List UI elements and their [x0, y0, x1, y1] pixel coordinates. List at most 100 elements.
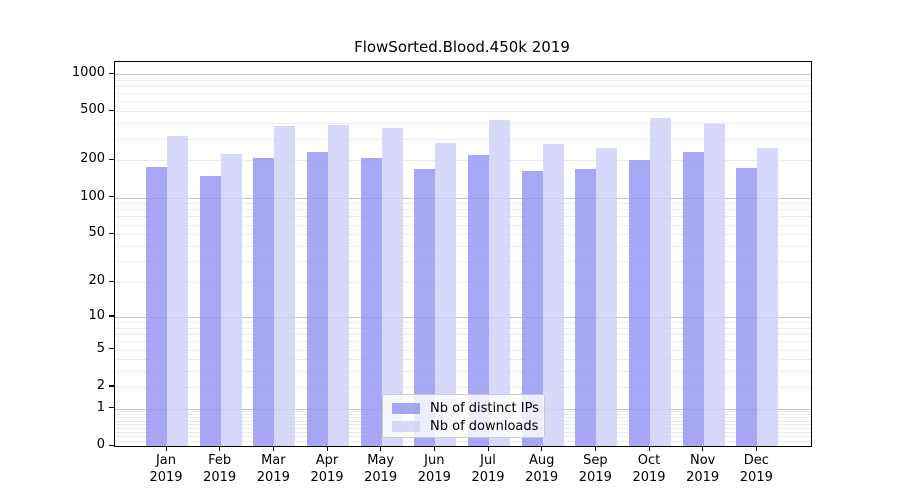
x-tick-mark [272, 446, 275, 451]
y-tick-label: 1 [96, 399, 105, 415]
x-tick-mark [594, 446, 597, 451]
y-tick-mark [109, 158, 114, 161]
x-tick-label: Feb 2019 [203, 453, 237, 485]
y-tick-mark [109, 348, 114, 350]
bar-distinct-ips-apr [307, 151, 328, 446]
bar-downloads-dec [757, 148, 779, 446]
gridline-minor [115, 93, 811, 95]
y-tick-label: 0 [96, 437, 105, 452]
bar-distinct-ips-jan [146, 167, 167, 446]
bar-distinct-ips-oct [629, 160, 650, 446]
bar-distinct-ips-sep [575, 169, 597, 446]
bar-distinct-ips-mar [253, 158, 275, 446]
gridline-minor [115, 282, 811, 284]
x-tick-mark [755, 446, 758, 451]
plot-area: Nb of distinct IPs Nb of downloads [114, 61, 812, 447]
gridline-minor [115, 234, 811, 236]
x-tick-mark [219, 446, 221, 451]
y-tick-mark [109, 196, 114, 198]
legend: Nb of distinct IPs Nb of downloads [382, 394, 545, 438]
x-tick-label: May 2019 [364, 453, 398, 485]
gridline-minor [115, 123, 811, 125]
gridline-minor [115, 386, 811, 388]
bar-distinct-ips-feb [199, 176, 221, 446]
x-tick-mark [165, 446, 167, 451]
bar-distinct-ips-dec [736, 167, 758, 446]
y-tick-mark [109, 444, 114, 446]
gridline-major [115, 316, 811, 318]
gridline-minor [115, 101, 811, 103]
y-tick-label: 200 [80, 151, 105, 167]
bar-downloads-may [381, 128, 403, 446]
gridline-minor [115, 203, 811, 205]
y-tick-mark [109, 407, 114, 409]
gridline-minor [115, 371, 811, 373]
x-tick-mark [487, 446, 489, 451]
x-tick-mark [433, 446, 436, 451]
chart-title: FlowSorted.Blood.450k 2019 [354, 38, 570, 56]
bar-downloads-aug [542, 143, 564, 446]
bar-distinct-ips-jun [414, 169, 436, 446]
gridline-minor [115, 79, 811, 81]
bar-downloads-oct [650, 117, 671, 446]
y-tick-mark [109, 315, 114, 317]
x-tick-label: Jun 2019 [417, 453, 451, 485]
gridline-minor [115, 138, 811, 140]
x-tick-mark [702, 446, 704, 451]
bar-downloads-sep [596, 147, 618, 446]
bar-downloads-jun [435, 143, 457, 446]
x-tick-label: Sep 2019 [578, 453, 612, 485]
gridline-minor [115, 349, 811, 351]
gridline-major [115, 74, 811, 75]
legend-swatch-downloads [392, 421, 420, 432]
legend-swatch-distinct-ips [392, 403, 420, 414]
y-tick-mark [109, 280, 114, 282]
bar-downloads-nov [703, 123, 725, 446]
bar-downloads-feb [220, 154, 242, 446]
x-tick-mark [380, 446, 382, 451]
gridline-minor [115, 440, 811, 442]
x-tick-mark [648, 446, 650, 451]
gridline-minor [115, 216, 811, 218]
gridline-minor [115, 246, 811, 248]
bar-downloads-jul [489, 120, 510, 446]
legend-label: Nb of downloads [430, 419, 539, 434]
bar-distinct-ips-nov [682, 152, 704, 446]
gridline-minor [115, 341, 811, 343]
x-tick-mark [541, 446, 543, 451]
y-tick-mark [109, 72, 114, 74]
gridline-major [115, 197, 811, 199]
y-tick-label: 1000 [71, 65, 105, 80]
y-tick-mark [109, 385, 114, 387]
x-tick-label: Jul 2019 [471, 453, 505, 485]
x-tick-label: Jan 2019 [149, 453, 183, 485]
y-tick-label: 50 [88, 225, 105, 241]
y-tick-label: 20 [88, 273, 105, 289]
gridline-minor [115, 224, 811, 226]
x-tick-label: Apr 2019 [310, 453, 344, 485]
bar-distinct-ips-aug [521, 171, 543, 446]
gridline-minor [115, 209, 811, 211]
x-tick-mark [326, 446, 328, 451]
gridline-minor [115, 327, 811, 329]
gridline-minor [115, 111, 811, 113]
bar-distinct-ips-jul [468, 155, 489, 446]
legend-item-distinct-ips: Nb of distinct IPs [392, 400, 539, 417]
gridline-minor [115, 261, 811, 263]
y-tick-mark [109, 232, 114, 235]
x-tick-label: Dec 2019 [739, 453, 773, 485]
bar-downloads-jan [167, 135, 188, 446]
y-tick-mark [109, 109, 114, 112]
gridline-minor [115, 359, 811, 361]
gridline-minor [115, 86, 811, 87]
x-tick-label: Aug 2019 [525, 453, 559, 485]
bar-downloads-mar [274, 125, 296, 446]
y-tick-label: 2 [96, 377, 105, 393]
legend-label: Nb of distinct IPs [430, 401, 539, 416]
x-tick-label: Oct 2019 [632, 453, 666, 485]
gridline-minor [115, 334, 811, 336]
x-tick-label: Nov 2019 [686, 453, 720, 485]
bar-downloads-apr [328, 125, 349, 446]
y-tick-label: 100 [80, 188, 105, 204]
